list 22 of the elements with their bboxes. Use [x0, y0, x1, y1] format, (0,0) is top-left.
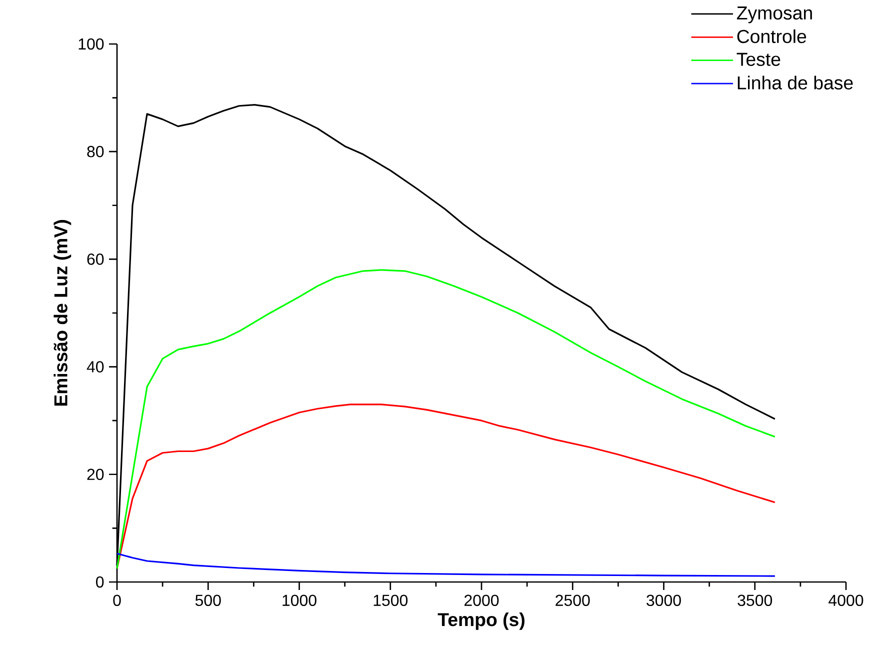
legend-label: Teste — [736, 52, 780, 66]
x-tick-label: 2500 — [556, 594, 590, 606]
y-axis-title: Emissão de Luz (mV) — [54, 220, 72, 406]
x-tick-label: 4000 — [828, 594, 864, 606]
x-tick-label: 500 — [195, 594, 221, 606]
x-tick-label: 3000 — [646, 594, 681, 606]
legend-label: Linha de base — [738, 76, 853, 90]
x-tick-label: 1500 — [374, 594, 408, 606]
line-series — [116, 269, 776, 570]
legend-label: Zymosan — [736, 6, 812, 24]
y-tick-label: 100 — [78, 38, 104, 50]
x-tick-label: 0 — [113, 594, 121, 606]
legend-label: Controle — [737, 29, 806, 44]
x-axis-title: Tempo (s) — [438, 612, 524, 630]
y-tick-label: 20 — [87, 468, 104, 480]
y-tick-label: 0 — [96, 576, 104, 588]
y-tick-label: 40 — [86, 361, 104, 372]
y-tick-label: 80 — [87, 146, 104, 158]
x-tick-label: 2000 — [464, 594, 499, 606]
x-tick-label: 1000 — [282, 594, 316, 606]
x-tick-label: 3500 — [738, 594, 772, 606]
y-tick-label: 60 — [87, 254, 104, 265]
